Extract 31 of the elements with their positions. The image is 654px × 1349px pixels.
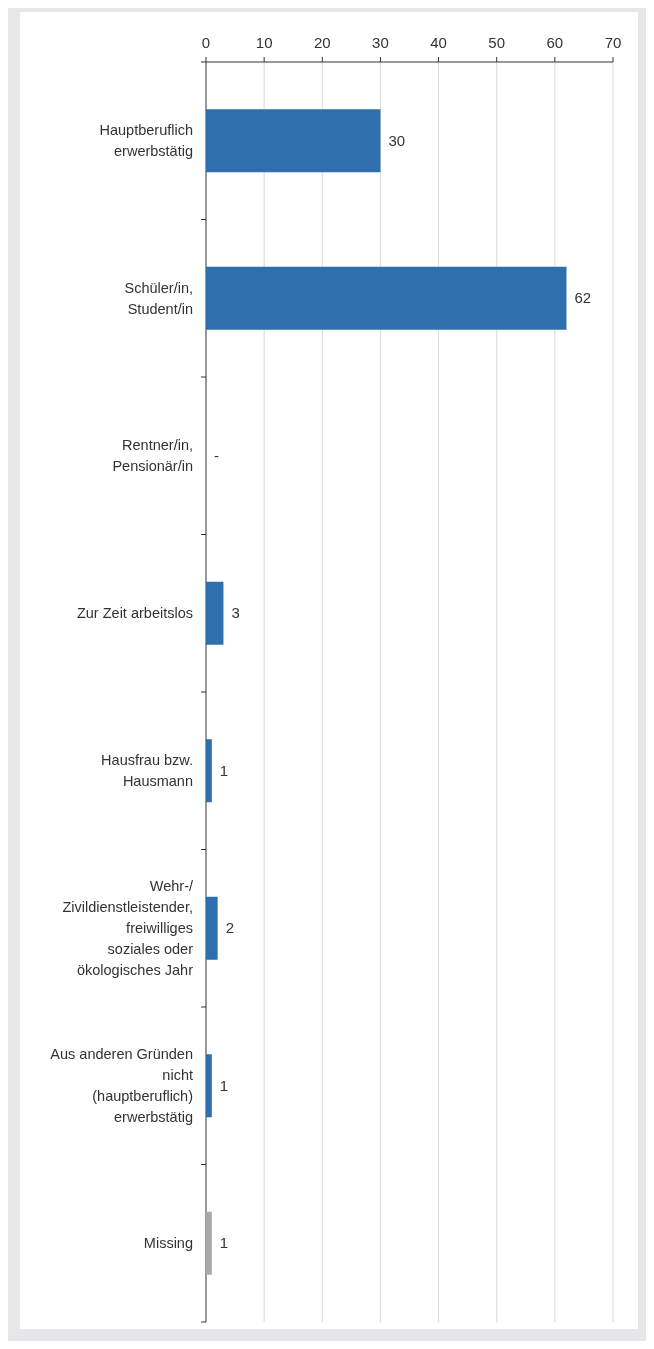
bar <box>206 896 218 960</box>
x-tick-label: 70 <box>604 34 622 51</box>
y-tick-label: Hauptberuflich erwerbstätig <box>99 122 193 160</box>
bar <box>206 266 567 330</box>
x-tick-label: 50 <box>488 34 506 51</box>
data-label: 1 <box>219 1234 229 1252</box>
x-tick-label: 10 <box>255 34 273 51</box>
y-tick-label: Hausfrau bzw. Hausmann <box>101 752 193 790</box>
y-tick-label: Wehr-/ Zivildienstleistender, freiwilliges soziales oder ökologisches Jahr <box>62 878 194 979</box>
data-label: 30 <box>388 131 406 149</box>
x-tick-label: 30 <box>372 34 389 51</box>
bar <box>206 1211 212 1275</box>
x-tick-label: 0 <box>201 34 211 51</box>
x-tick-label: 20 <box>313 34 331 51</box>
data-label: 2 <box>225 919 234 937</box>
y-tick-label: Schüler/in, Student/in <box>124 279 193 317</box>
bar <box>206 109 381 173</box>
x-tick-label: 60 <box>546 34 564 51</box>
y-tick-label: Zur Zeit arbeitslos <box>76 605 193 622</box>
bar <box>206 739 212 803</box>
data-label: 1 <box>219 1076 229 1094</box>
x-tick-label: 40 <box>430 34 447 51</box>
data-label: 1 <box>219 761 229 779</box>
bar <box>206 581 224 645</box>
data-label: 3 <box>231 604 240 622</box>
y-tick-label: Rentner/in, Pensionär/in <box>112 437 193 475</box>
bar <box>206 1054 212 1118</box>
y-tick-label: Aus anderen Gründen nicht (hauptberuflich) erwerbstätig <box>50 1046 193 1126</box>
y-tick-label: Missing <box>143 1235 193 1252</box>
data-label: 62 <box>574 289 592 307</box>
text: - <box>214 446 219 464</box>
